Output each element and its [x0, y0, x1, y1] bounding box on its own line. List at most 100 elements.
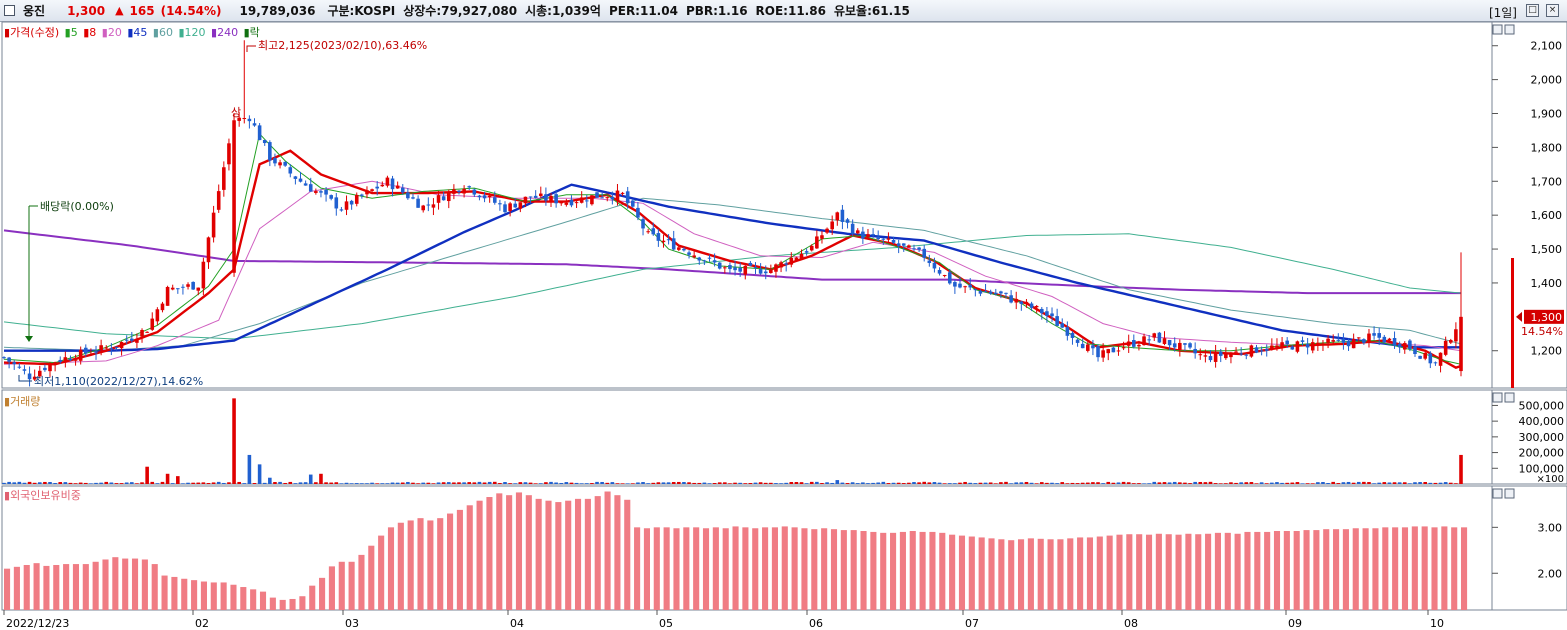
candle-body	[620, 192, 625, 194]
candle-body	[1224, 354, 1228, 359]
legend-ma20[interactable]: ▮20	[101, 26, 122, 39]
candle-body	[728, 265, 732, 270]
volume-bar	[1392, 482, 1397, 484]
foreign-ownership-bar	[1175, 534, 1182, 610]
foreign-ownership-bar	[791, 527, 798, 610]
foreign-ownership-bar	[230, 584, 237, 610]
candle-body	[1183, 343, 1187, 345]
foreign-legend[interactable]: ▮외국인보유비중	[4, 489, 81, 502]
legend-price[interactable]: ▮가격(수정)	[4, 26, 60, 39]
candle-body	[927, 260, 932, 264]
foreign-ownership-bar	[250, 589, 257, 610]
foreign-ownership-bar	[742, 527, 749, 610]
candle-body	[1106, 349, 1111, 354]
legend-ma8-label: 8	[89, 26, 97, 39]
legend-ex-dividend[interactable]: ▮락	[243, 26, 260, 39]
foreign-ownership-bar	[1244, 531, 1251, 610]
volume-bar	[329, 482, 333, 484]
candle-body	[303, 183, 308, 186]
foreign-ownership-bar	[663, 527, 670, 610]
foreign-ownership-bar	[949, 534, 956, 610]
candle-body	[436, 195, 441, 203]
volume-bar	[181, 483, 185, 484]
volume-bar	[1423, 482, 1428, 484]
foreign-ownership-bar	[614, 495, 621, 610]
volume-legend[interactable]: ▮거래량	[4, 395, 41, 408]
foreign-ownership-bar	[427, 520, 434, 610]
volume-bar	[1372, 483, 1376, 484]
legend-ma5[interactable]: ▮5	[64, 26, 78, 39]
candle-body	[1167, 339, 1172, 346]
volume-bar	[1178, 482, 1182, 484]
select-checkbox[interactable]	[4, 5, 15, 16]
volume-bar	[866, 483, 870, 484]
candle-body	[99, 345, 103, 351]
foreign-ownership-bar	[72, 564, 80, 610]
candle-body	[288, 167, 293, 174]
candle-body	[978, 290, 983, 294]
volume-bar	[380, 483, 385, 484]
volume-bar	[1259, 482, 1264, 484]
volume-bar	[119, 483, 124, 484]
price-tick-label: 2,100	[1531, 40, 1563, 53]
volume-bar	[993, 483, 998, 484]
foreign-ownership-bar	[870, 531, 877, 610]
volume-bar	[1183, 482, 1187, 484]
period-selector[interactable]: [1일]	[1488, 6, 1517, 20]
candle-body	[820, 235, 824, 239]
candle-body	[825, 228, 829, 233]
candle-body	[416, 198, 420, 208]
volume-bar	[1285, 482, 1289, 484]
close-button[interactable]: ×	[1546, 4, 1559, 17]
foreign-ownership-bar	[1234, 533, 1241, 610]
volume-bar	[717, 482, 722, 484]
legend-ma45[interactable]: ▮45	[127, 26, 148, 39]
volume-bar	[472, 482, 477, 484]
foreign-ownership-panel-axis	[1491, 485, 1567, 611]
candle-body	[1285, 340, 1289, 345]
legend-ma60[interactable]: ▮60	[152, 26, 173, 39]
candle-body	[559, 202, 564, 204]
volume-bar	[114, 483, 119, 484]
volume-bar	[109, 482, 114, 484]
volume-bar	[58, 482, 63, 484]
volume-bar	[687, 482, 691, 484]
candle-body	[707, 257, 712, 259]
stock-name[interactable]: 웅진	[23, 4, 46, 18]
volume-tick-label: 300,000	[1519, 431, 1565, 444]
candle-body	[1418, 355, 1422, 359]
candle-body	[1147, 339, 1151, 341]
candle-body	[472, 189, 477, 195]
candle-body	[528, 196, 533, 198]
ma-45-line	[4, 183, 1461, 352]
price-tick-label: 1,200	[1531, 345, 1563, 358]
volume-bar	[585, 483, 589, 484]
volume-bar	[283, 482, 287, 484]
candle-body	[1086, 344, 1090, 351]
volume-bar	[73, 483, 78, 484]
candle-body	[758, 269, 763, 274]
volume-bar	[855, 483, 860, 484]
legend-ma8[interactable]: ▮8	[83, 26, 97, 39]
candle-body	[165, 286, 170, 306]
volume-bar	[1040, 482, 1044, 484]
volume-bar	[784, 482, 788, 484]
volume-bar	[835, 480, 840, 484]
candle-body	[349, 200, 354, 205]
maximize-button[interactable]: □	[1526, 4, 1539, 17]
foreign-ownership-bar	[890, 532, 897, 610]
volume-bar	[257, 464, 262, 484]
foreign-ownership-bar	[309, 585, 316, 610]
foreign-ownership-bar	[1205, 533, 1212, 610]
x-tick-label: 02	[195, 617, 209, 630]
legend-ma240[interactable]: ▮240	[211, 26, 239, 39]
foreign-ownership-bar	[33, 563, 40, 610]
volume-bar	[544, 482, 548, 484]
volume-bar	[937, 482, 942, 484]
candle-body	[774, 264, 778, 272]
legend-ma120[interactable]: ▮120	[178, 26, 206, 39]
volume-bar	[27, 481, 32, 484]
foreign-ownership-bar	[191, 580, 198, 610]
candle-body	[1142, 336, 1146, 346]
